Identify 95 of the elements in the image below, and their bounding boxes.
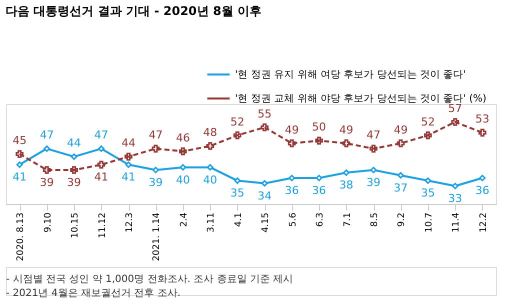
x-tick-label: 11.4: [452, 212, 462, 233]
x-tick-label: 4.15: [261, 212, 272, 233]
data-label: 50: [312, 120, 326, 134]
x-tick-label: 9.10: [43, 212, 54, 233]
data-label: 40: [203, 173, 218, 186]
x-tick-label: 9.2: [397, 212, 408, 227]
text: - 시점별 전국 성인 약 1,000명 전화조사. 조사 종료일 기준 제시: [6, 274, 294, 285]
data-label: 36: [284, 184, 299, 197]
data-label: 46: [176, 131, 190, 144]
data-label: 39: [366, 176, 380, 189]
point: [179, 147, 187, 156]
x-tick-label: 5.6: [288, 212, 298, 227]
text: - 2021년 4월은 재보궐선거 전후 조사.: [6, 288, 180, 299]
chart-title: 다음 대통령선거 결과 기대 - 2020년 8월 이후: [6, 4, 262, 18]
data-label: 49: [284, 123, 299, 136]
data-label: 57: [448, 102, 462, 115]
data-label: 39: [148, 176, 163, 189]
data-label: 41: [12, 170, 27, 184]
point: [44, 145, 50, 152]
point: [370, 166, 377, 174]
data-label: 35: [230, 186, 244, 200]
x-tick-label: 12.2: [478, 212, 489, 233]
data-label: 35: [420, 186, 435, 200]
point: [342, 139, 350, 148]
x-tick-label: 10.15: [70, 212, 81, 238]
point: [479, 174, 486, 182]
data-label: 41: [94, 170, 108, 184]
point: [424, 177, 432, 184]
x-tick-label: 10.7: [424, 212, 434, 233]
x-tick-label: 2020. 8.13: [16, 212, 26, 262]
point: [124, 152, 132, 161]
point: [70, 166, 78, 174]
x-tick-label: 12.3: [125, 212, 135, 233]
point: [206, 142, 214, 150]
point: [260, 123, 269, 132]
point: [478, 128, 486, 137]
data-label: 44: [67, 136, 82, 150]
data-label: 44: [122, 136, 136, 150]
point: [16, 161, 23, 168]
data-label: 53: [475, 112, 490, 126]
data-label: 34: [258, 189, 272, 202]
point: [451, 118, 460, 126]
x-tick-label: 7.1: [342, 212, 353, 227]
point: [316, 174, 322, 182]
data-label: 47: [366, 128, 380, 142]
point: [16, 150, 24, 158]
data-label: 49: [339, 123, 354, 136]
data-label: 36: [475, 184, 490, 197]
point: [70, 153, 78, 160]
point: [288, 139, 296, 148]
data-label: 36: [312, 184, 326, 197]
point: [180, 164, 186, 171]
data-label: 39: [40, 176, 54, 189]
data-label: 52: [230, 115, 244, 128]
point: [97, 160, 106, 169]
point: [397, 172, 404, 179]
x-tick-label: 6.3: [316, 212, 326, 227]
data-label: 40: [176, 173, 190, 186]
data-label: 33: [448, 192, 462, 205]
point: [396, 139, 405, 148]
point: [370, 144, 378, 153]
point: [424, 131, 432, 140]
legend-label: '현 정권 교체 위해 야당 후보가 당선되는 것이 좋다' (%): [235, 94, 487, 104]
point: [42, 166, 51, 174]
x-tick-label: 2.4: [179, 212, 190, 227]
data-label: 41: [122, 170, 136, 184]
point: [234, 177, 241, 184]
x-tick-label: 4.1: [234, 212, 244, 227]
point: [125, 161, 132, 168]
point: [152, 166, 159, 174]
point: [452, 182, 458, 190]
x-tick-label: 8.5: [370, 212, 380, 227]
data-label: 47: [148, 128, 163, 142]
data-label: 52: [420, 115, 435, 128]
point: [261, 180, 268, 187]
point: [152, 144, 160, 153]
data-label: 39: [67, 176, 82, 189]
x-tick-label: 11.12: [98, 212, 108, 238]
point: [343, 169, 350, 176]
point: [233, 131, 242, 140]
data-label: 49: [394, 123, 408, 136]
point: [315, 136, 323, 145]
data-label: 47: [94, 128, 108, 142]
data-label: 37: [394, 181, 408, 194]
data-label: 47: [40, 128, 54, 142]
data-label: 48: [203, 126, 218, 139]
data-label: 55: [258, 107, 272, 120]
point: [288, 174, 296, 182]
point: [98, 145, 105, 152]
data-label: 38: [339, 178, 354, 192]
x-tick-label: 3.11: [206, 212, 217, 233]
x-tick-label: 2021. 1.14: [152, 212, 162, 262]
point: [206, 164, 214, 171]
data-label: 45: [12, 134, 27, 147]
legend-label: '현 정권 유지 위해 여당 후보가 당선되는 것이 좋다': [235, 70, 466, 80]
